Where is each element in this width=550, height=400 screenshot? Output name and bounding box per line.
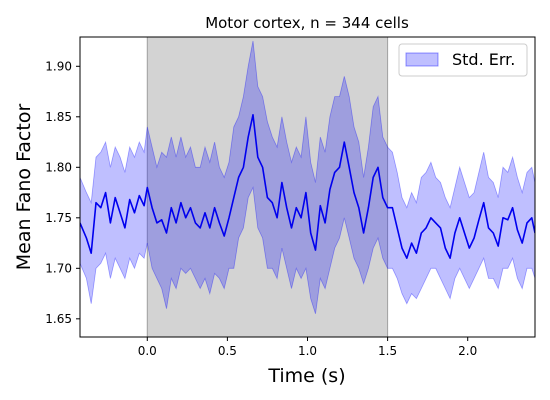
legend-label: Std. Err.	[452, 50, 515, 69]
x-tick-label: 2.0	[458, 344, 477, 358]
y-axis-label: Mean Fano Factor	[13, 104, 35, 271]
plot-area	[80, 37, 535, 337]
x-tick-label: 0.5	[218, 344, 237, 358]
y-tick-label: 1.75	[45, 211, 72, 225]
legend-swatch	[406, 53, 438, 66]
y-tick-label: 1.80	[45, 160, 72, 174]
x-tick-label: 0.0	[138, 344, 157, 358]
plot-content	[80, 37, 535, 337]
y-tick-label: 1.90	[45, 59, 72, 73]
y-tick-label: 1.65	[45, 312, 72, 326]
legend: Std. Err.	[399, 44, 527, 76]
y-axis: 1.65 1.70 1.75 1.80 1.85 1.90	[45, 59, 80, 326]
chart-title: Motor cortex, n = 344 cells	[205, 14, 409, 32]
y-tick-label: 1.85	[45, 110, 72, 124]
x-tick-label: 1.5	[378, 344, 397, 358]
x-axis-label: Time (s)	[267, 365, 345, 387]
x-axis: 0.0 0.5 1.0 1.5 2.0	[138, 337, 478, 358]
y-tick-label: 1.70	[45, 261, 72, 275]
x-tick-label: 1.0	[298, 344, 317, 358]
